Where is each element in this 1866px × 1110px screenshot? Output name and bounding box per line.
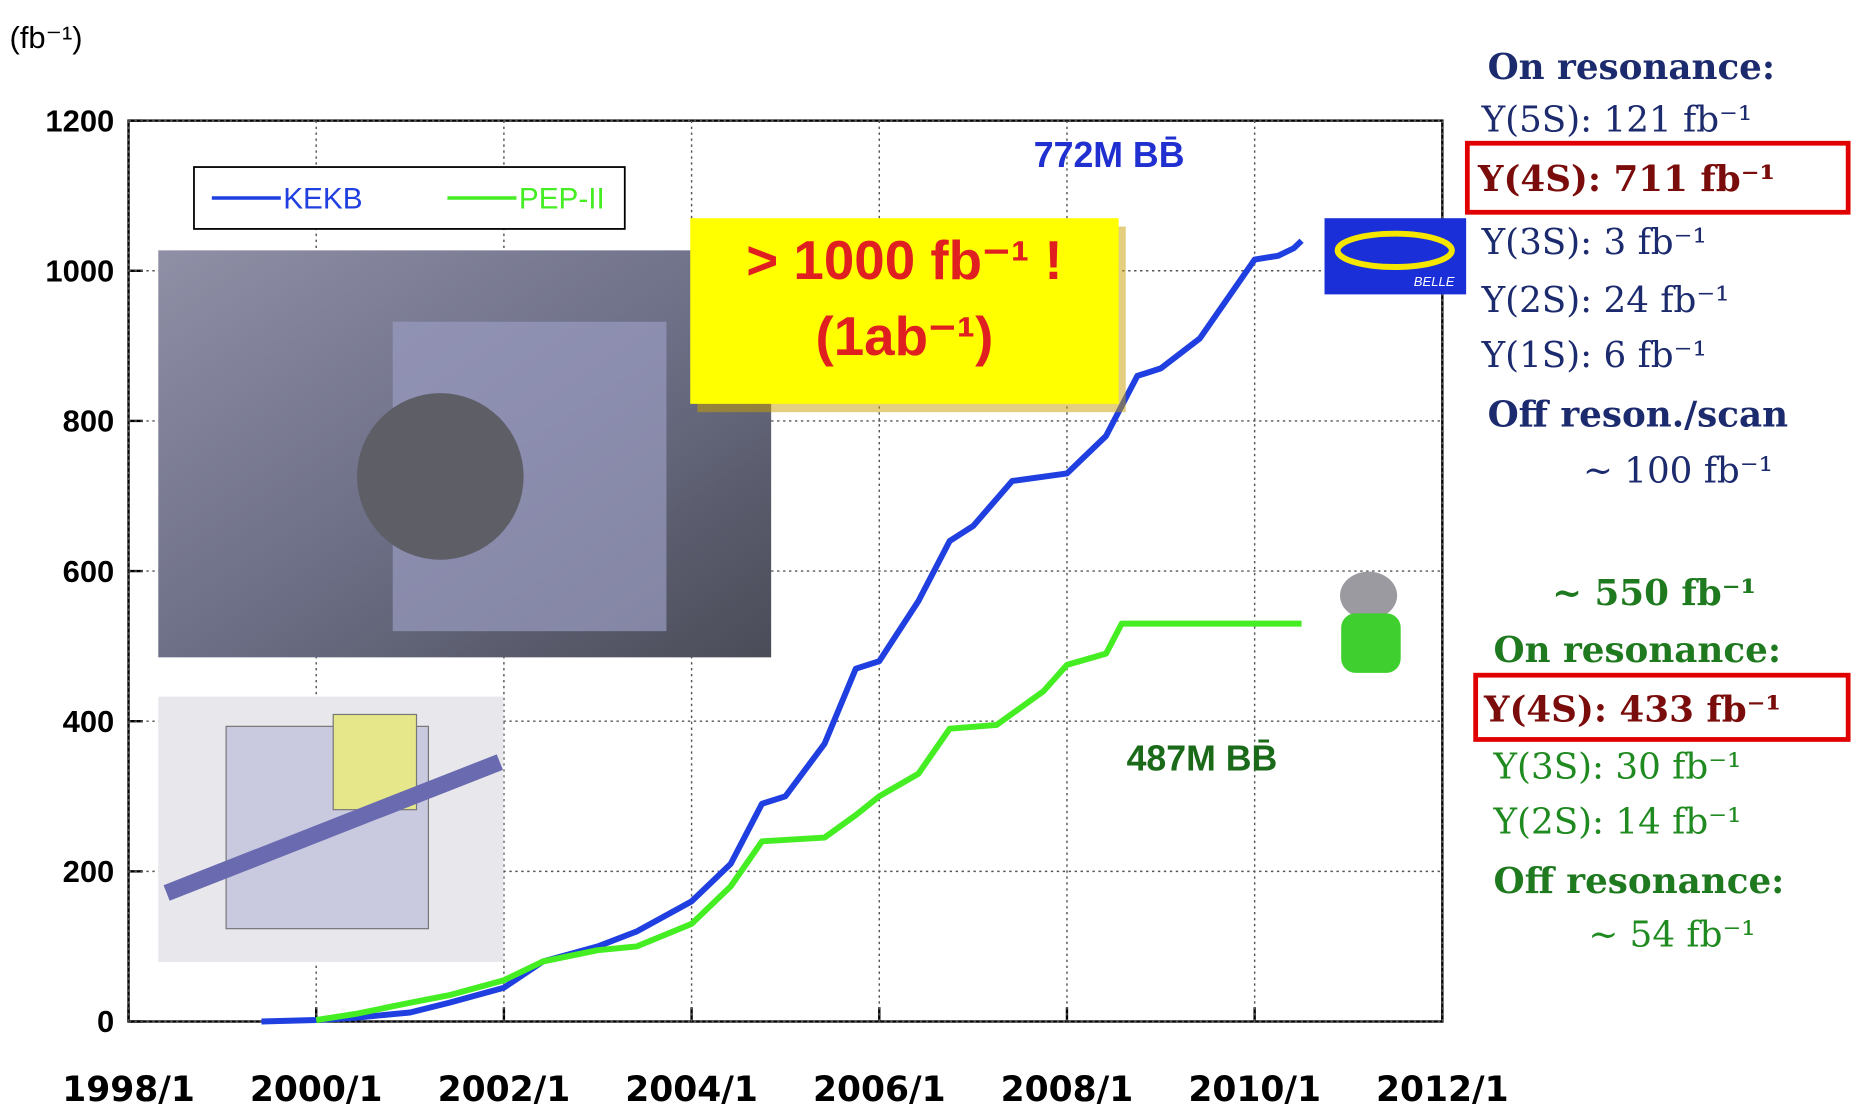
summary-total: ~ 550 fb⁻¹: [1552, 572, 1756, 614]
summary-line: Υ(2S): 14 fb⁻¹: [1493, 801, 1742, 842]
babar-mascot: [1340, 572, 1397, 620]
summary-line: Υ(5S): 121 fb⁻¹: [1481, 99, 1753, 140]
y-tick-label: 200: [63, 854, 115, 889]
x-tick-label: 2010/1: [1188, 1070, 1321, 1110]
x-tick-label: 2012/1: [1376, 1070, 1509, 1110]
y-tick-label: 800: [63, 404, 115, 439]
legend-label: PEP-II: [519, 183, 605, 216]
x-tick-label: 2006/1: [813, 1070, 946, 1110]
y-tick-label: 1000: [45, 253, 114, 288]
annotation: > 1000 fb⁻¹ !: [746, 229, 1062, 291]
summary-line: On resonance:: [1494, 629, 1782, 671]
y-tick-label: 400: [63, 704, 115, 739]
summary-line: Υ(4S): 433 fb⁻¹: [1483, 689, 1781, 731]
annotation: (1ab⁻¹): [815, 305, 993, 367]
summary-line: Υ(3S): 30 fb⁻¹: [1493, 747, 1742, 788]
summary-line: ~ 54 fb⁻¹: [1588, 915, 1755, 956]
annotation: 487M BB̄: [1127, 738, 1278, 778]
summary-line: Υ(3S): 3 fb⁻¹: [1481, 222, 1707, 263]
x-tick-label: 2004/1: [625, 1070, 758, 1110]
legend-label: KEKB: [283, 183, 362, 216]
y-tick-label: 600: [63, 554, 115, 589]
summary-line: Off resonance:: [1494, 860, 1785, 902]
x-tick-label: 2002/1: [438, 1070, 571, 1110]
y-tick-label: 0: [97, 1004, 114, 1039]
y-tick-label: 1200: [45, 103, 114, 138]
y-axis-label: (fb⁻¹): [10, 20, 83, 55]
x-tick-label: 2008/1: [1001, 1070, 1134, 1110]
summary-line: Υ(1S): 6 fb⁻¹: [1481, 335, 1707, 376]
summary-line: Υ(2S): 24 fb⁻¹: [1481, 280, 1730, 321]
chart: (fb⁻¹) KEKBPEP-II > 1000 fb⁻¹ ! (1ab⁻¹) …: [0, 0, 1866, 1110]
summary-line: ~ 100 fb⁻¹: [1583, 450, 1773, 491]
summary-line: Υ(4S): 711 fb⁻¹: [1477, 158, 1775, 200]
x-tick-label: 2000/1: [250, 1070, 383, 1110]
photo-detail: [357, 393, 524, 560]
summary-line: Off reson./scan: [1488, 393, 1789, 435]
summary-line: On resonance:: [1488, 46, 1776, 88]
belle-logo-text: BELLE: [1414, 274, 1455, 289]
annotation: 772M BB̄: [1034, 135, 1185, 175]
babar-mascot: [1341, 613, 1401, 673]
x-tick-label: 1998/1: [62, 1070, 195, 1110]
